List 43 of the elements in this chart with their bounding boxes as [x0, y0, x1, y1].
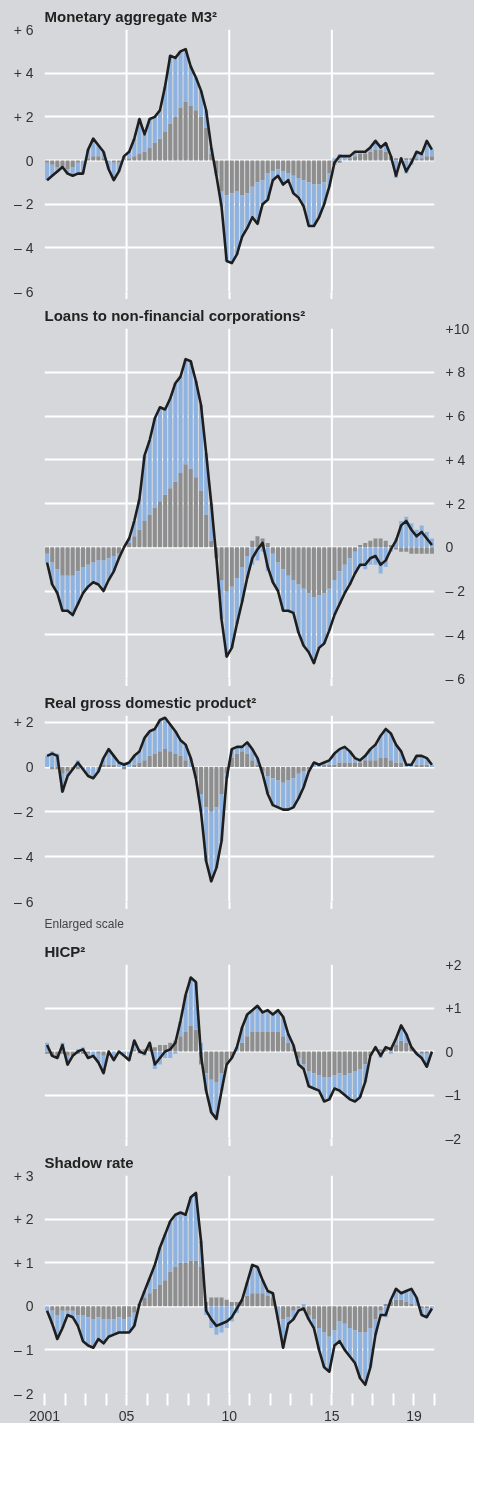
y-tick-label: 0 [25, 759, 34, 776]
y-tick-label: + 6 [13, 21, 34, 38]
chart-title: Shadow rate [44, 1153, 134, 1171]
y2-tick-label: – 6 [445, 670, 466, 687]
y-tick-label: – 6 [14, 893, 34, 910]
x-tick-label: 10 [221, 1407, 238, 1424]
y-tick-label: + 4 [13, 65, 34, 82]
y-tick-label: – 6 [14, 283, 34, 300]
y-tick-label: 0 [25, 152, 34, 169]
y-tick-label: – 4 [14, 848, 34, 865]
y2-tick-label: – 2 [445, 583, 466, 599]
x-tick-label: 15 [324, 1407, 340, 1424]
y-tick-label: + 1 [13, 1254, 34, 1271]
y2-tick-label: + 8 [445, 364, 466, 381]
y2-tick-label: + 6 [445, 408, 466, 424]
y-tick-label: + 2 [13, 1211, 34, 1228]
y-tick-label: + 2 [13, 714, 34, 731]
chart-title: Real gross domestic product² [44, 693, 257, 711]
y-tick-label: – 4 [14, 239, 34, 256]
y2-tick-label: +1 [445, 1000, 462, 1016]
y-tick-label: – 2 [14, 803, 34, 820]
y-tick-label: 0 [25, 1298, 34, 1315]
chart-title: HICP² [44, 942, 86, 960]
y2-tick-label: 0 [445, 539, 454, 556]
y2-tick-label: 0 [445, 1043, 454, 1060]
chart-title: Monetary aggregate M3² [44, 7, 218, 25]
y-tick-label: – 2 [14, 196, 34, 213]
y-tick-label: – 2 [14, 1385, 34, 1402]
y2-tick-label: –2 [445, 1130, 462, 1147]
y-tick-label: + 2 [13, 108, 34, 125]
y2-tick-label: + 4 [445, 451, 466, 468]
y-tick-label: – 1 [14, 1341, 34, 1358]
x-tick-label: 2001 [28, 1407, 61, 1424]
chart-title: Loans to non-financial corporations² [44, 306, 306, 324]
x-tick-label: 19 [406, 1407, 422, 1424]
text: Enlarged scale [44, 916, 125, 931]
y-tick-label: + 3 [13, 1167, 34, 1184]
y2-tick-label: –1 [445, 1087, 462, 1103]
y2-tick-label: +2 [445, 956, 462, 973]
y2-tick-label: – 4 [445, 626, 466, 643]
x-tick-label: 05 [118, 1407, 135, 1424]
y2-tick-label: +10 [445, 320, 470, 337]
y2-tick-label: + 2 [445, 495, 466, 512]
